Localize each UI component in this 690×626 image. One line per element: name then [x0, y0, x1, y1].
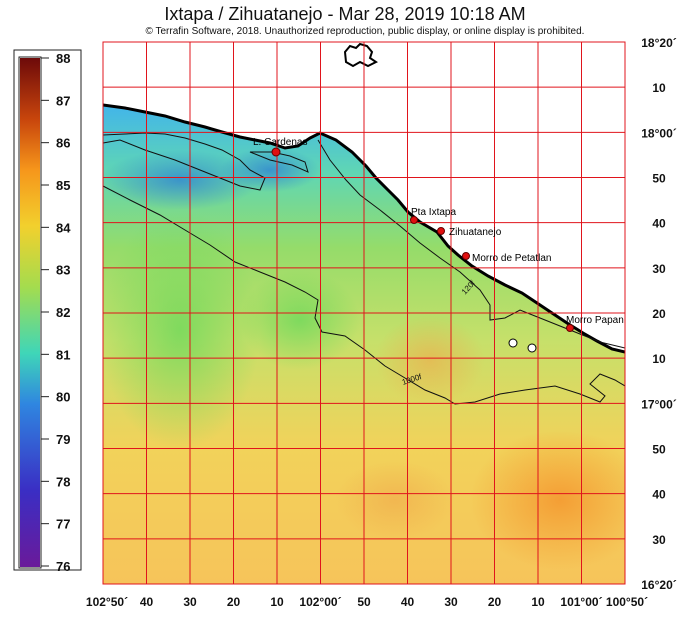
place-marker-morro-papan — [566, 324, 574, 332]
longitude-tick-label: 10 — [531, 595, 545, 609]
latitude-tick-label: 17°00´ — [641, 397, 677, 411]
place-label-pta-ixtapa: Pta Ixtapa — [411, 207, 456, 218]
longitude-tick-label: 20 — [227, 595, 241, 609]
longitude-tick-label: 102°00´ — [299, 595, 341, 609]
copyright-notice: © Terrafin Software, 2018. Unauthorized … — [145, 26, 585, 37]
longitude-tick-label: 102°50´ — [86, 595, 128, 609]
place-marker-l-cardenas — [271, 147, 281, 157]
latitude-tick-label: 10 — [652, 352, 666, 366]
colorbar-tick-label: 82 — [56, 305, 70, 320]
lat-lon-grid — [103, 42, 625, 584]
lake-outline — [343, 42, 378, 68]
colorbar-tick-label: 77 — [56, 517, 70, 532]
longitude-labels: 102°50´ 40 30 20 10 102°00´ 50 40 30 20 10 101°00´ 1… — [86, 595, 648, 609]
contour-nearshore — [103, 132, 266, 191]
longitude-tick-label: 10 — [270, 595, 284, 609]
place-label-zihuatanejo: Zihuatanejo — [449, 227, 502, 238]
longitude-tick-label: 40 — [401, 595, 415, 609]
place-marker-morro-de-petatlan — [462, 252, 470, 260]
longitude-tick-label: 40 — [140, 595, 154, 609]
latitude-tick-label: 10 — [652, 81, 666, 95]
colorbar-tick-label: 79 — [56, 432, 70, 447]
sst-map — [103, 42, 625, 584]
latitude-tick-label: 50 — [652, 443, 666, 457]
colorbar-tick-label: 84 — [56, 220, 71, 235]
longitude-tick-label: 50 — [357, 595, 371, 609]
colorbar-tick-label: 85 — [56, 178, 70, 193]
latitude-tick-label: 40 — [652, 488, 666, 502]
longitude-tick-label: 30 — [183, 595, 197, 609]
longitude-tick-label: 100°50´ — [606, 595, 648, 609]
place-label-morro-de-petatlan: Morro de Petatlan — [472, 253, 552, 264]
latitude-tick-label: 40 — [652, 217, 666, 231]
longitude-tick-label: 20 — [488, 595, 502, 609]
latitude-tick-label: 18°20´ — [641, 36, 677, 50]
place-label-l-cardenas: L. Cardenas — [253, 137, 307, 148]
contour-120f — [317, 139, 625, 349]
coastline — [103, 103, 625, 354]
place-marker-pta-ixtapa — [410, 216, 418, 224]
map-title: Ixtapa / Zihuatanejo - Mar 28, 2019 10:1… — [164, 4, 526, 24]
latitude-tick-label: 30 — [652, 262, 666, 276]
latitude-tick-label: 16°20´ — [641, 578, 677, 592]
longitude-tick-label: 30 — [444, 595, 458, 609]
colorbar-tick-label: 81 — [56, 347, 70, 362]
colorbar-tick-label: 87 — [56, 93, 70, 108]
place-label-morro-papan: Morro Papan — [566, 315, 624, 326]
latitude-tick-label: 30 — [652, 533, 666, 547]
latitude-tick-label: 18°00´ — [641, 126, 677, 140]
colorbar-gradient — [20, 58, 40, 567]
place-labels: L. Cardenas Pta Ixtapa Zihuatanejo Morro… — [253, 137, 624, 326]
colorbar: 88 87 86 85 84 83 82 81 80 79 78 77 76 — [13, 49, 82, 574]
colorbar-tick-label: 83 — [56, 263, 70, 278]
longitude-tick-label: 101°00´ — [560, 595, 602, 609]
latitude-tick-label: 20 — [652, 307, 666, 321]
colorbar-tick-label: 78 — [56, 474, 70, 489]
colorbar-tick-label: 86 — [56, 136, 70, 151]
latitude-labels: 18°20´ 10 18°00´ 50 40 30 20 10 17°00´ 50 40 30 16°2… — [641, 36, 677, 592]
colorbar-tick-label: 88 — [56, 51, 70, 66]
colorbar-frame — [13, 49, 82, 571]
contour-1000f — [103, 185, 625, 405]
latitude-tick-label: 50 — [652, 172, 666, 186]
place-marker-zihuatanejo — [437, 227, 445, 235]
place-markers — [271, 147, 574, 332]
colorbar-tick-label: 80 — [56, 390, 70, 405]
colorbar-tick-label: 76 — [56, 559, 70, 574]
